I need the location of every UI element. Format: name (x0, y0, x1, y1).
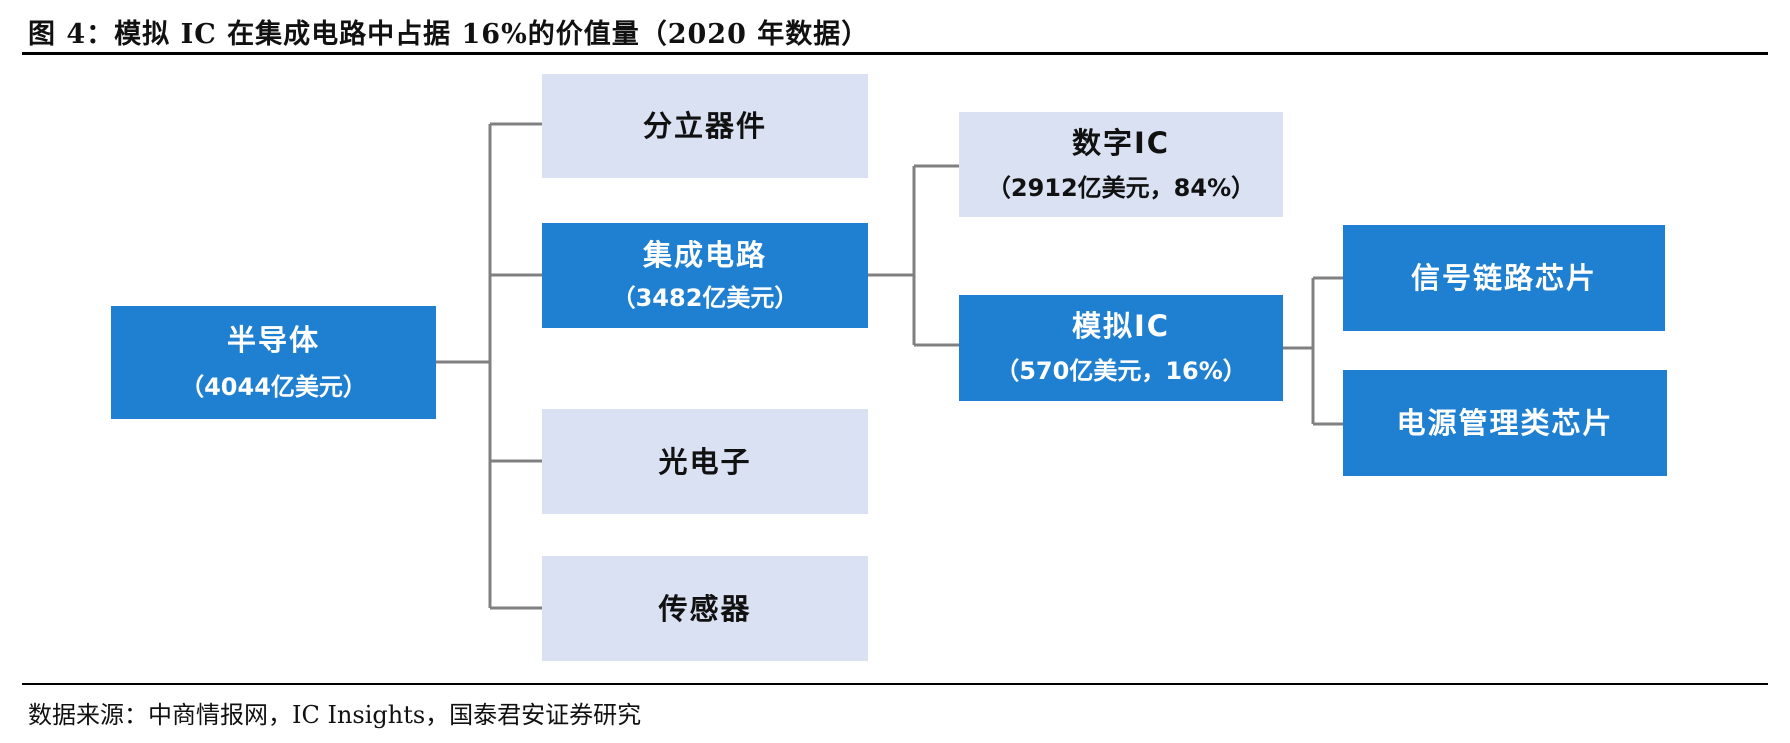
discrete-devices-label: 分立器件 (642, 109, 767, 143)
discrete-devices-node: 分立器件 (542, 74, 868, 178)
integrated-circuit-node: 集成电路 （3482亿美元） (542, 223, 868, 328)
analog-ic-value: （570亿美元，16%） (995, 357, 1247, 385)
power-management-chip-label: 电源管理类芯片 (1396, 406, 1614, 440)
optoelectronics-label: 光电子 (658, 444, 752, 479)
semiconductor-label: 半导体 (226, 322, 320, 357)
signal-chain-chip-label: 信号链路芯片 (1410, 261, 1597, 295)
analog-ic-label: 模拟IC (1071, 309, 1171, 343)
semiconductor-value: （4044亿美元） (180, 372, 367, 401)
semiconductor-node: 半导体 （4044亿美元） (111, 306, 436, 419)
digital-ic-value: （2912亿美元，84%） (986, 173, 1256, 202)
optoelectronics-node: 光电子 (542, 409, 868, 514)
signal-chain-chip-node: 信号链路芯片 (1343, 225, 1665, 331)
integrated-circuit-value: （3482亿美元） (611, 283, 799, 312)
bottom-rule (22, 683, 1768, 685)
sensor-node: 传感器 (542, 556, 868, 661)
source-note: 数据来源：中商情报网，IC Insights，国泰君安证券研究 (28, 701, 642, 729)
top-rule (22, 52, 1768, 55)
sensor-label: 传感器 (658, 591, 752, 626)
figure-title: 图 4：模拟 IC 在集成电路中占据 16%的价值量（2020 年数据） (28, 19, 870, 50)
digital-ic-label: 数字IC (1071, 125, 1171, 160)
analog-ic-node: 模拟IC （570亿美元，16%） (959, 295, 1283, 401)
integrated-circuit-label: 集成电路 (642, 237, 767, 272)
power-management-chip-node: 电源管理类芯片 (1343, 370, 1667, 476)
digital-ic-node: 数字IC （2912亿美元，84%） (959, 112, 1283, 217)
